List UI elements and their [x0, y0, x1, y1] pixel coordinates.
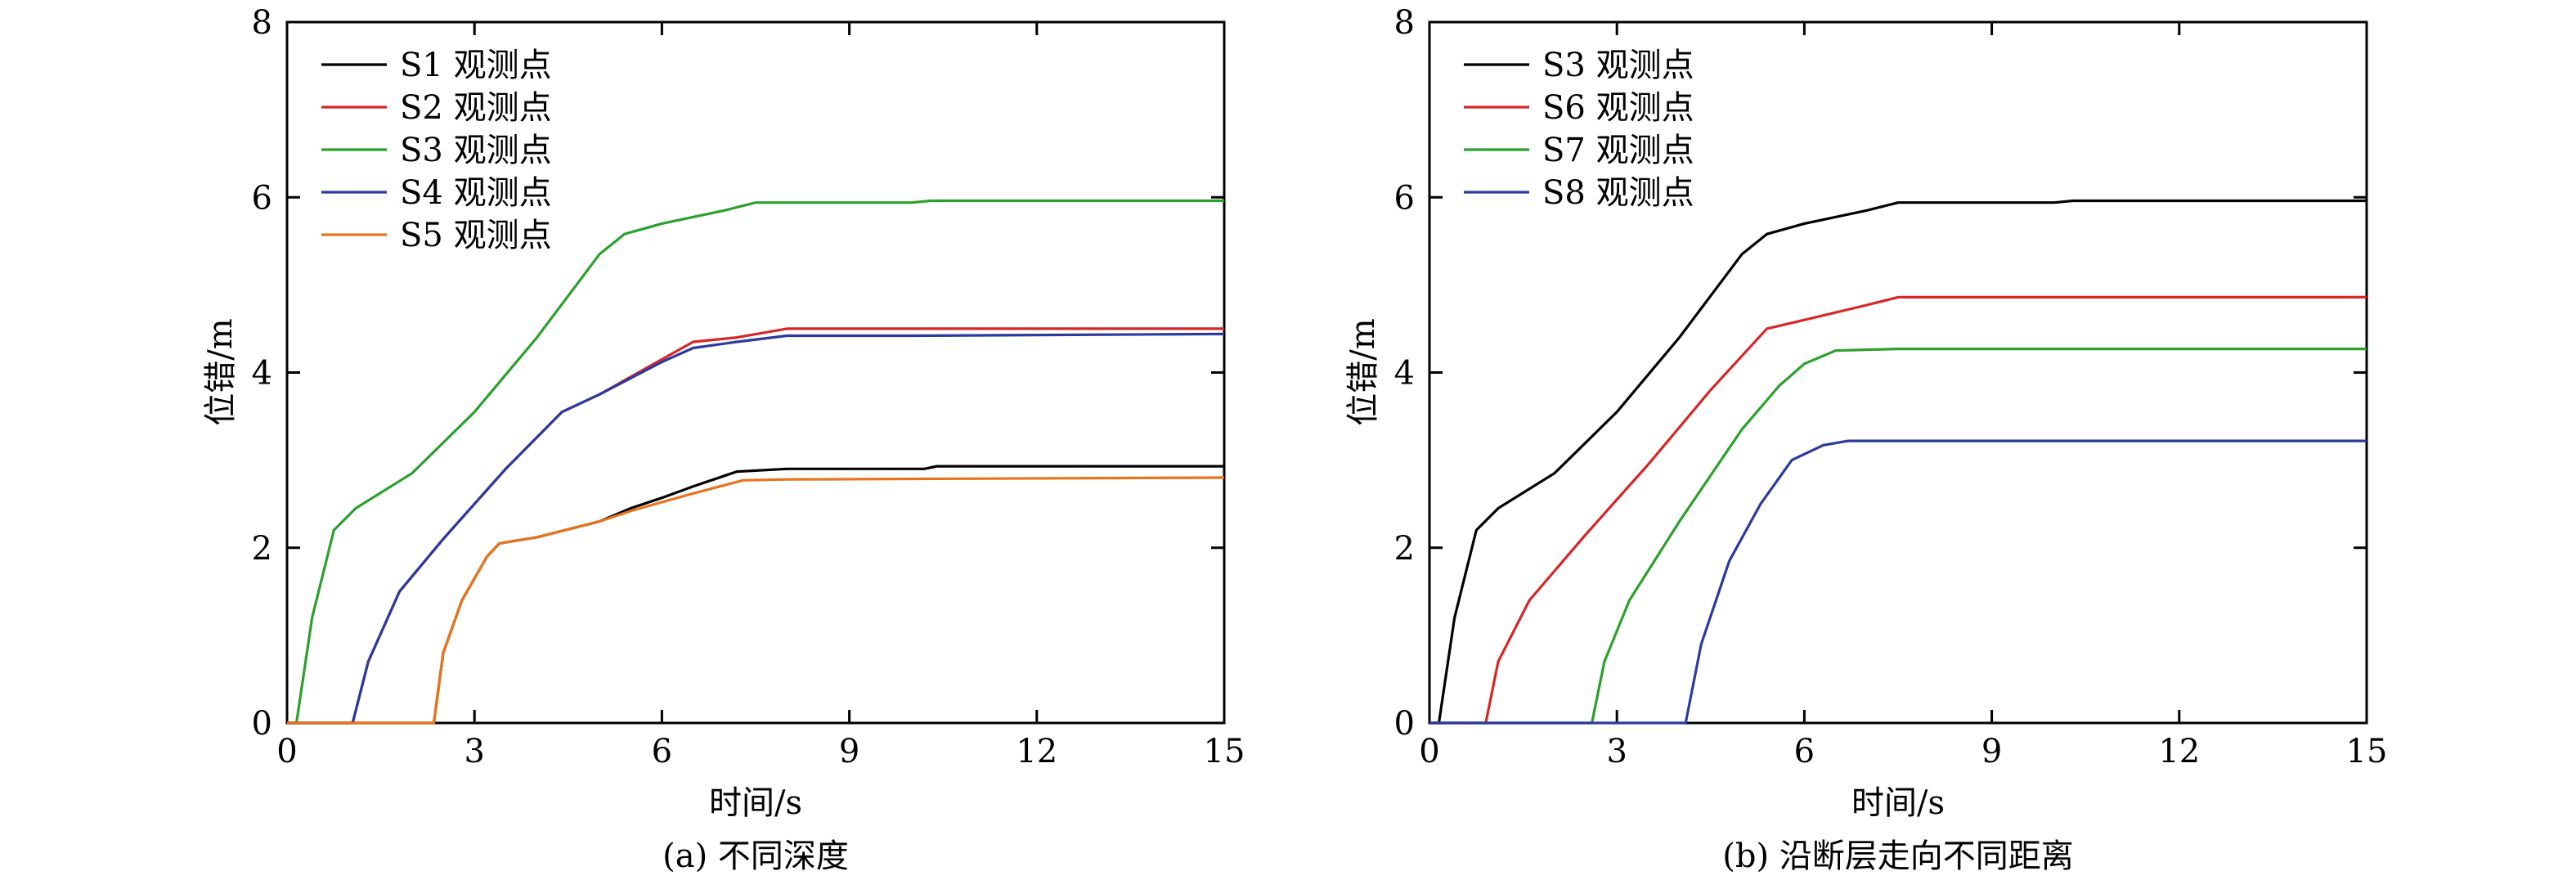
x-tick-label-a-0: 0 [276, 733, 297, 770]
series-line-b-0 [1429, 199, 2367, 725]
y-axis-label-a: 位错/m [202, 318, 240, 425]
x-tick-label-b-2: 6 [1794, 733, 1815, 770]
caption-b: (b) 沿断层走向不同距离 [1722, 837, 2074, 875]
y-tick-label-b-3: 6 [1394, 179, 1415, 217]
legend-label-b-0: S3 观测点 [1542, 47, 1694, 84]
y-tick-label-b-4: 8 [1394, 4, 1415, 42]
x-tick-label-a-4: 12 [1016, 733, 1057, 770]
y-tick-label-b-1: 2 [1394, 530, 1415, 568]
series-group-a [287, 199, 1225, 725]
series-group-b [1429, 199, 2367, 725]
x-tick-label-b-0: 0 [1419, 733, 1439, 770]
legend-b: S3 观测点 S6 观测点 S7 观测点 S8 观测点 [1464, 47, 1694, 212]
plot-frame-b [1428, 20, 2368, 725]
x-tick-label-a-5: 15 [1204, 733, 1245, 770]
x-axis-label-b: 时间/s [1851, 784, 1945, 822]
y-tick-label-b-2: 4 [1394, 355, 1415, 393]
series-line-b-3 [1429, 439, 2367, 725]
legend-label-a-4: S5 观测点 [400, 217, 552, 254]
y-tick-label-a-4: 8 [252, 4, 272, 42]
x-tick-label-b-3: 9 [1981, 733, 2002, 770]
series-line-b-1 [1429, 295, 2367, 725]
series-line-a-2 [287, 199, 1224, 725]
legend-a: S1 观测点 S2 观测点 S3 观测点 S4 观测点 S5 观测点 [321, 47, 552, 254]
y-tick-label-a-1: 2 [252, 530, 272, 568]
legend-label-b-1: S6 观测点 [1542, 89, 1694, 127]
series-line-a-1 [287, 327, 1224, 725]
legend-label-a-1: S2 观测点 [400, 89, 552, 127]
legend-label-a-2: S3 观测点 [400, 132, 552, 169]
panel-a: 0 3 6 9 12 15 0 2 4 6 8 S1 观测点 S2 观测点 S3 观测点 S4 观测点 S5… [202, 4, 1245, 875]
legend-label-a-3: S4 观测点 [400, 174, 552, 212]
series-line-a-4 [287, 476, 1225, 725]
series-line-b-2 [1429, 348, 2367, 725]
axis-ticks-a: 0 3 6 9 12 15 0 2 4 6 8 [252, 4, 1245, 770]
x-tick-label-b-4: 12 [2158, 733, 2200, 770]
legend-label-b-2: S7 观测点 [1542, 132, 1694, 169]
axis-ticks-b: 0 3 6 9 12 15 0 2 4 6 8 [1394, 4, 2388, 770]
legend-label-a-0: S1 观测点 [400, 47, 552, 84]
x-tick-label-a-3: 9 [839, 733, 859, 770]
y-tick-label-a-2: 4 [252, 355, 272, 393]
x-tick-label-b-5: 15 [2346, 733, 2388, 770]
y-tick-label-a-3: 6 [252, 179, 272, 217]
x-tick-label-a-2: 6 [652, 733, 672, 770]
x-tick-label-b-1: 3 [1606, 733, 1627, 770]
x-tick-label-a-1: 3 [464, 733, 484, 770]
plot-frame-a [285, 20, 1226, 725]
series-line-a-0 [287, 465, 1224, 725]
y-tick-label-b-0: 0 [1394, 705, 1415, 743]
y-tick-label-a-0: 0 [252, 705, 272, 743]
caption-a: (a) 不同深度 [662, 837, 849, 875]
y-axis-label-b: 位错/m [1344, 318, 1382, 425]
legend-label-b-3: S8 观测点 [1542, 174, 1694, 212]
series-line-a-3 [287, 332, 1225, 725]
x-axis-label-a: 时间/s [709, 784, 802, 822]
panel-b: 0 3 6 9 12 15 0 2 4 6 8 S3 观测点 S6 观测点 S7 观测点 S8 观测点 时… [1344, 4, 2387, 875]
